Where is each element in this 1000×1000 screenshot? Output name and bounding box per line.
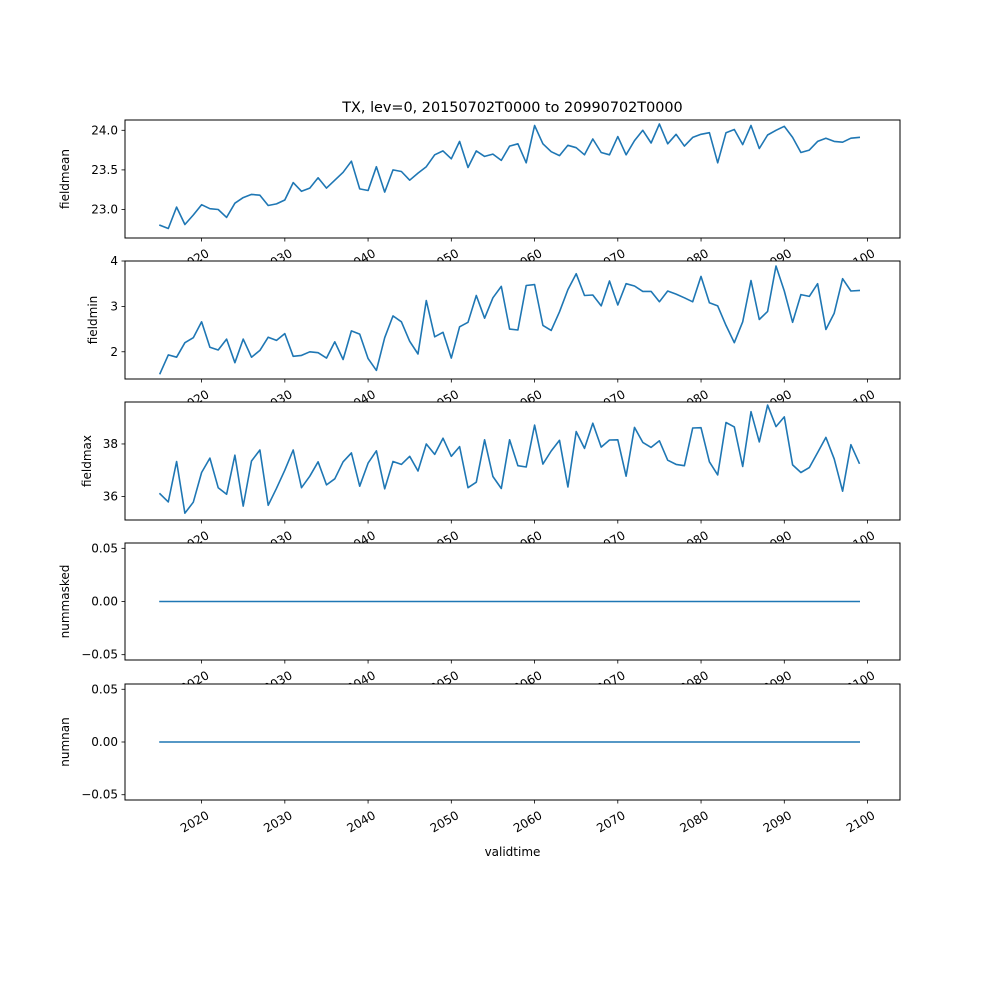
y-tick-label: 0.05 bbox=[91, 682, 118, 696]
series-line-fieldmax bbox=[158, 404, 861, 515]
y-tick-label: 24.0 bbox=[91, 123, 118, 137]
axes-frame-fieldmean bbox=[124, 119, 901, 239]
y-tick-label: −0.05 bbox=[81, 788, 118, 802]
y-axis-label-fieldmax: fieldmax bbox=[80, 435, 94, 487]
y-tick-label: 2 bbox=[110, 345, 118, 359]
y-axis-label-fieldmean: fieldmean bbox=[58, 149, 72, 209]
y-tick-label: 36 bbox=[103, 489, 118, 503]
y-tick-label: 23.5 bbox=[91, 163, 118, 177]
y-tick-label: 0.00 bbox=[91, 735, 118, 749]
y-tick-label: 23.0 bbox=[91, 202, 118, 216]
y-tick-label: 38 bbox=[103, 437, 118, 451]
y-axis-label-fieldmin: fieldmin bbox=[86, 296, 100, 345]
y-axis-label-numnan: numnan bbox=[58, 717, 72, 766]
y-tick-label: 3 bbox=[110, 299, 118, 313]
y-axis-label-nummasked: nummasked bbox=[58, 565, 72, 639]
y-tick-label: −0.05 bbox=[81, 648, 118, 662]
series-line-fieldmean bbox=[158, 123, 861, 230]
axes-frame-fieldmin bbox=[124, 260, 901, 380]
y-tick-label: 4 bbox=[110, 254, 118, 268]
y-tick-label: 0.05 bbox=[91, 541, 118, 555]
axes-frame-fieldmax bbox=[124, 401, 901, 521]
chart-title: TX, lev=0, 20150702T0000 to 20990702T000… bbox=[341, 100, 682, 116]
x-axis-label: validtime bbox=[485, 845, 541, 859]
series-line-fieldmin bbox=[158, 265, 861, 375]
y-tick-label: 0.00 bbox=[91, 595, 118, 609]
